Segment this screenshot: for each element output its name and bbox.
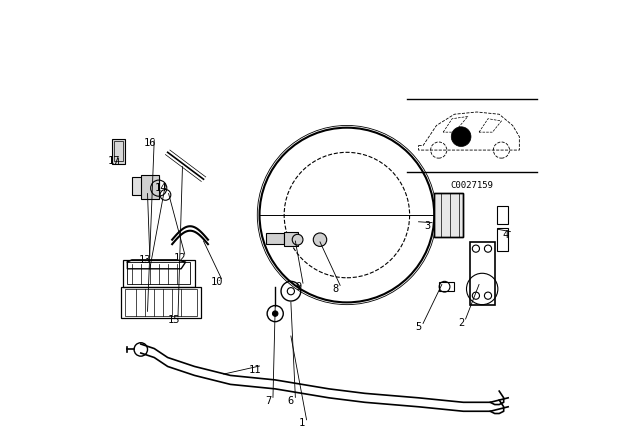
- Circle shape: [451, 127, 471, 146]
- Text: 11: 11: [249, 365, 261, 375]
- Text: 5: 5: [415, 322, 422, 332]
- Text: 14: 14: [155, 183, 167, 193]
- Bar: [112, 139, 125, 164]
- Bar: [435, 193, 463, 237]
- Bar: [127, 262, 190, 284]
- Bar: [497, 228, 508, 251]
- Bar: [439, 282, 454, 291]
- Circle shape: [292, 234, 303, 245]
- Bar: [123, 260, 195, 287]
- Circle shape: [484, 245, 492, 252]
- Text: 7: 7: [266, 396, 271, 406]
- Circle shape: [472, 292, 479, 299]
- Text: 12: 12: [174, 253, 186, 263]
- Text: C0027159: C0027159: [451, 181, 494, 190]
- Bar: [121, 287, 202, 318]
- Text: 13: 13: [139, 255, 152, 265]
- Bar: [141, 175, 159, 199]
- Bar: [435, 193, 463, 237]
- Text: 1: 1: [299, 418, 305, 428]
- Text: 15: 15: [167, 315, 180, 325]
- Text: 16: 16: [143, 138, 156, 148]
- Bar: [125, 289, 197, 316]
- Bar: [114, 141, 123, 161]
- Bar: [497, 206, 508, 224]
- Circle shape: [314, 233, 327, 246]
- Bar: [284, 232, 298, 246]
- Text: 2: 2: [458, 318, 464, 327]
- Text: 10: 10: [211, 277, 223, 287]
- Text: 8: 8: [333, 284, 339, 294]
- Bar: [470, 242, 495, 305]
- Text: 17: 17: [108, 156, 120, 166]
- Text: 4: 4: [503, 230, 509, 240]
- Circle shape: [472, 245, 479, 252]
- Circle shape: [273, 311, 278, 316]
- Bar: [132, 177, 159, 195]
- Text: 3: 3: [424, 221, 431, 231]
- Text: 6: 6: [288, 396, 294, 406]
- Circle shape: [484, 292, 492, 299]
- Bar: [266, 233, 284, 244]
- Text: 9: 9: [296, 282, 301, 292]
